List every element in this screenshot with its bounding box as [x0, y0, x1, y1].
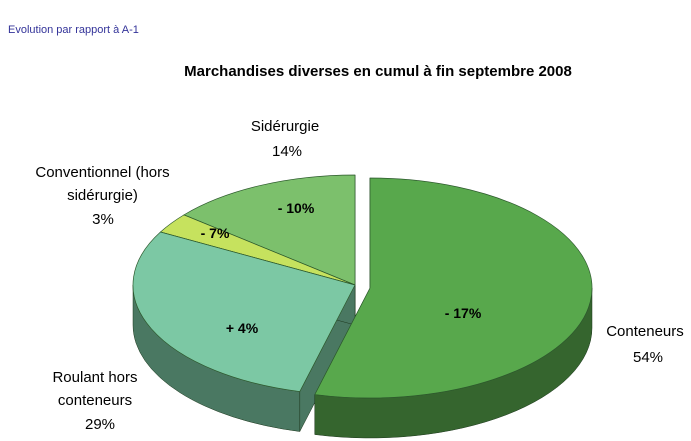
pie-slice: [132, 231, 356, 392]
value-label: 29%: [84, 416, 116, 433]
chart-subtitle: Evolution par rapport à A-1: [8, 24, 139, 36]
value-label: 3%: [92, 211, 114, 228]
pie-slice: [183, 174, 356, 286]
chart-title: Marchandises diverses en cumul à fin sep…: [184, 63, 572, 80]
annotation: - 10%: [277, 200, 315, 216]
category-label: Conteneurs: [606, 323, 684, 340]
category-label: Sidérurgie: [250, 118, 320, 135]
category-label: Conventionnel (hors sidérurgie): [35, 164, 170, 204]
value-label: 54%: [632, 349, 664, 366]
annotation: + 4%: [225, 320, 259, 336]
annotation: - 17%: [444, 305, 482, 321]
category-label: Roulant hors conteneurs: [52, 369, 138, 409]
annotation: - 7%: [200, 225, 230, 241]
value-label: 14%: [271, 143, 303, 160]
pie-slice: [314, 177, 593, 399]
